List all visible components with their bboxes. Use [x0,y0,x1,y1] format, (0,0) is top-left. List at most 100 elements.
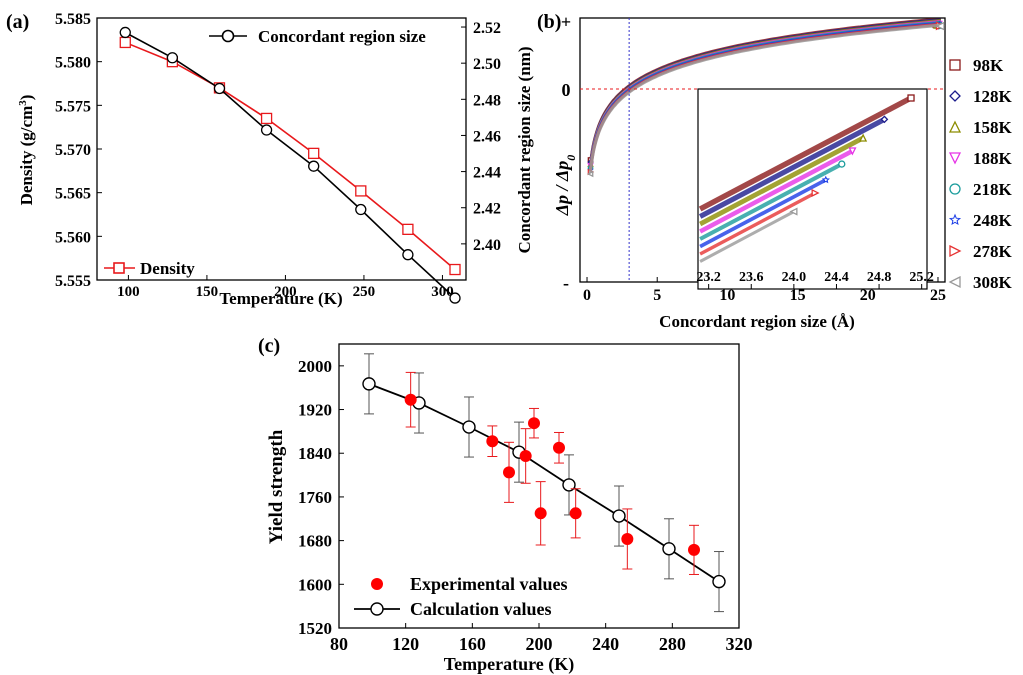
calculation-point [612,509,626,523]
legend-marker [949,90,961,102]
inset-line [699,162,843,241]
x-tick-label: 160 [459,634,486,654]
legend-label: 188K [973,149,1013,168]
legend-marker [948,152,962,165]
legend-label: 248K [973,211,1013,230]
x-tick-label: 200 [526,634,553,654]
inset-end-marker [859,133,868,142]
legend-marker [949,244,962,258]
y-tick-label: 2000 [298,357,332,376]
x-tick-label: 10 [719,287,735,304]
data-point [260,112,273,125]
inset-end-marker [789,207,798,216]
y-tick-label: 1600 [298,575,332,594]
curve-start-marker [586,170,594,178]
data-point [166,52,179,64]
inset-x-tick-label: 24.8 [867,270,892,285]
inset-end-marker [811,188,820,198]
panel-a-ylabel: Density (g/cm3) [17,95,36,206]
calculation-point [662,542,676,556]
x-tick-label: 25 [930,287,946,304]
inset-x-tick-label: 25.2 [909,270,934,285]
data-point [355,185,367,197]
legend-label: 278K [973,242,1013,261]
series-curve [588,23,941,175]
series-line [124,41,456,271]
panel-a-y2label: Concordant region size (nm) [515,47,534,254]
y-tick-label: 5.555 [55,273,91,290]
calculation-point [562,478,576,492]
panel-c: (c) 80 120 160 200 240 280 320 1520 1600 1680 1760… [258,335,753,675]
y-tick-label: 5.565 [55,186,91,203]
calculation-point [462,420,476,434]
inset-x-tick-label: 23.6 [739,270,764,285]
panel-c-legend-label: Calculation values [410,599,552,619]
curve-end-marker [935,21,945,31]
experimental-point [486,435,499,448]
experimental-point [688,543,700,556]
panel-c-ylabel: Yield strength [266,429,287,544]
panel-a-legend-label: Density [140,259,195,278]
panel-c-label: (c) [258,335,280,357]
y2-tick-label: 2.46 [473,128,501,145]
data-point [449,263,461,276]
x-tick-label: 300 [431,284,454,300]
x-tick-label: 120 [392,634,419,654]
inset-line [699,191,816,256]
inset-line [699,178,827,249]
panel-a-xlabel: Temperature (K) [219,289,342,308]
y-tick-label: + [561,12,571,32]
legend-marker [948,275,961,289]
y2-tick-label: 2.42 [473,201,501,218]
panel-b-xlabel: Concordant region size (Å) [659,312,855,331]
x-tick-label: 80 [330,634,348,654]
y-tick-label: 1840 [298,444,332,463]
data-point [449,292,461,304]
inset-end-marker [907,94,915,102]
inset-end-marker [838,160,846,168]
panel-c-legend-label: Experimental values [410,574,568,594]
y2-tick-label: 2.52 [473,20,501,37]
y-tick-label: 0 [562,80,571,100]
y-tick-label: 5.585 [55,11,91,28]
data-point [308,160,320,172]
panel-c-xlabel: Temperature (K) [444,654,574,675]
data-point [260,124,273,136]
panel-a-legend-label: Concordant region size [258,27,426,46]
y-tick-label: 5.580 [55,55,91,72]
y2-tick-label: 2.48 [473,92,501,109]
inset-line [699,149,854,234]
panel-b-ylabel: Δp / Δp0 [552,155,578,217]
legend-label: 308K [973,273,1013,292]
x-tick-label: 240 [592,634,619,654]
panel-b-label: (b) [537,11,561,33]
legend-label: 128K [973,87,1013,106]
experimental-point [503,466,515,479]
y-tick-label: 5.570 [55,142,91,159]
calculation-point [712,574,726,589]
inset-line [699,135,865,227]
data-point [119,26,131,39]
legend-label: 218K [973,180,1013,199]
x-tick-label: 15 [790,287,806,304]
experimental-point [569,507,582,520]
y-tick-label: 5.575 [55,98,91,115]
data-point [402,223,414,235]
experimental-point [534,507,547,520]
x-tick-label: 100 [117,284,140,300]
experimental-point [519,449,532,462]
x-tick-label: 320 [726,634,753,654]
panel-a-label: (a) [6,11,29,33]
panel-c-legend-experimental: Experimental values [371,574,568,594]
series-line [124,31,456,299]
legend-marker [949,183,961,195]
panel-c-legend-calculation: Calculation values [354,599,552,619]
x-tick-label: 0 [583,287,591,304]
data-point [213,82,226,95]
data-point [355,203,367,216]
data-point [119,36,131,49]
panel-a-legend-concordant: Concordant region size [209,27,426,46]
legend-label: 98K [973,56,1004,75]
y-tick-label: 5.560 [55,229,91,246]
